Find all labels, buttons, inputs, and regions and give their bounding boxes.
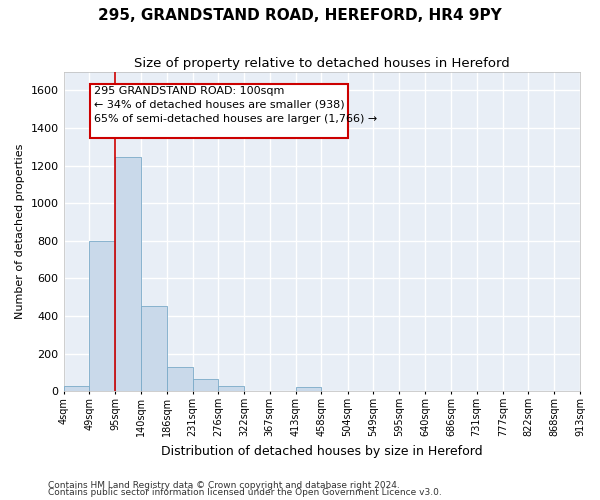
X-axis label: Distribution of detached houses by size in Hereford: Distribution of detached houses by size …: [161, 444, 482, 458]
Title: Size of property relative to detached houses in Hereford: Size of property relative to detached ho…: [134, 58, 509, 70]
Bar: [141, 306, 167, 391]
FancyBboxPatch shape: [89, 84, 347, 138]
Text: 295 GRANDSTAND ROAD: 100sqm
← 34% of detached houses are smaller (938)
65% of se: 295 GRANDSTAND ROAD: 100sqm ← 34% of det…: [94, 86, 377, 124]
Bar: [64, 386, 89, 391]
Bar: [89, 241, 115, 391]
Bar: [296, 388, 322, 391]
Bar: [218, 386, 244, 391]
Text: 295, GRANDSTAND ROAD, HEREFORD, HR4 9PY: 295, GRANDSTAND ROAD, HEREFORD, HR4 9PY: [98, 8, 502, 22]
Text: Contains HM Land Registry data © Crown copyright and database right 2024.: Contains HM Land Registry data © Crown c…: [48, 480, 400, 490]
Bar: [167, 366, 193, 391]
Bar: [193, 380, 218, 391]
Bar: [115, 157, 141, 391]
Y-axis label: Number of detached properties: Number of detached properties: [15, 144, 25, 319]
Text: Contains public sector information licensed under the Open Government Licence v3: Contains public sector information licen…: [48, 488, 442, 497]
